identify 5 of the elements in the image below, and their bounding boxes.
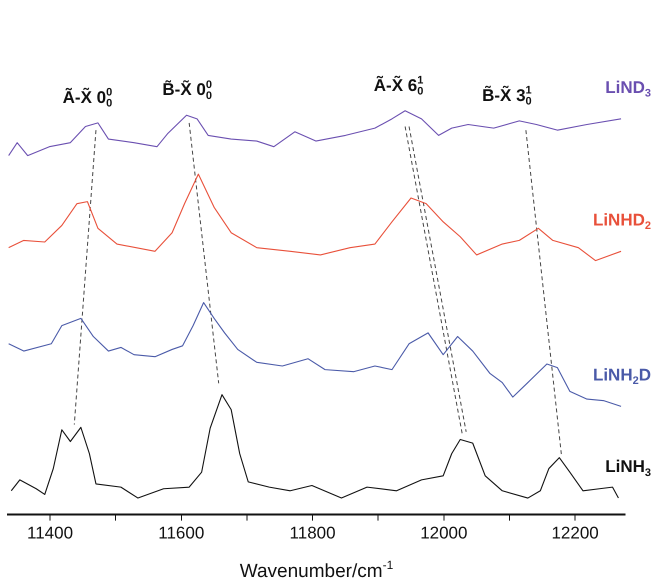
x-tick-label: 12200 [551, 523, 599, 542]
x-tick-label: 11600 [158, 523, 204, 542]
x-tick-label: 11800 [290, 523, 336, 542]
x-tick-label: 12000 [420, 523, 468, 542]
x-tick-label: 11400 [27, 523, 74, 542]
